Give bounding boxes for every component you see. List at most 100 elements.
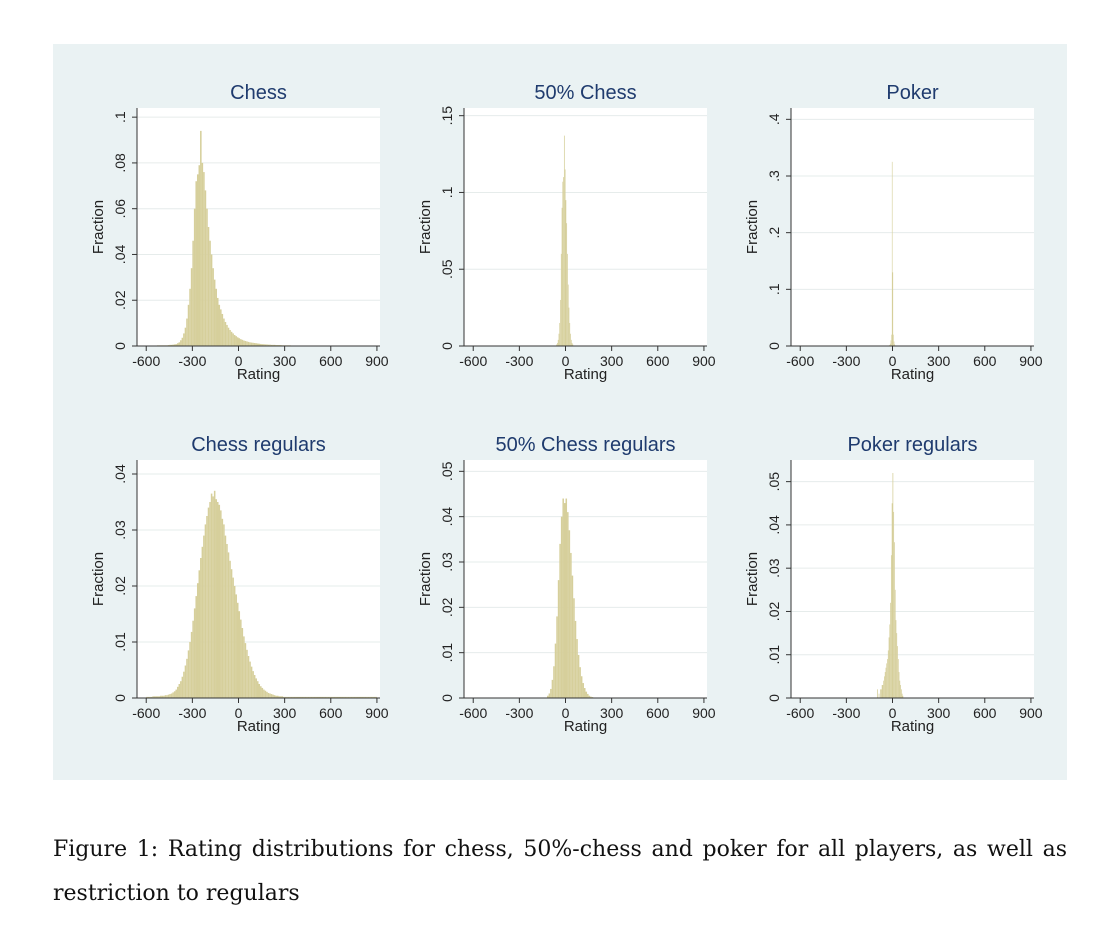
y-tick-label: .1	[766, 283, 782, 295]
x-tick-label: 300	[273, 353, 297, 369]
x-tick-label: -300	[178, 705, 206, 721]
histogram-bar	[223, 318, 225, 346]
histogram-bar	[190, 268, 193, 346]
y-tick-label: .02	[112, 576, 128, 596]
x-tick-label: 900	[692, 705, 716, 721]
histogram-bar	[892, 272, 894, 346]
histogram-bar	[207, 227, 210, 346]
histogram-bar	[238, 611, 241, 698]
histogram-bar	[275, 695, 277, 698]
x-axis-label: Rating	[237, 366, 280, 383]
histogram-bar	[565, 200, 567, 346]
histogram-bar	[203, 535, 205, 698]
histogram-bar	[232, 333, 234, 346]
histogram-bar	[350, 696, 353, 698]
histogram-bar	[346, 696, 348, 698]
histogram-bar	[296, 696, 299, 698]
histogram-bar	[184, 665, 187, 698]
y-axis-label: Fraction	[744, 552, 761, 606]
histogram-bar	[244, 340, 247, 346]
x-tick-label: 900	[1019, 705, 1043, 721]
histogram-bar	[260, 343, 262, 346]
x-tick-label: 300	[927, 353, 951, 369]
histogram-bar	[343, 696, 345, 698]
histogram-bar	[333, 696, 336, 698]
histogram-bar	[272, 344, 274, 346]
histogram-bar	[548, 693, 551, 698]
histogram-bar	[309, 696, 311, 698]
histogram-bar	[180, 340, 182, 346]
histogram-bar	[880, 689, 882, 698]
histogram-bar	[155, 696, 157, 698]
histogram-bar	[551, 679, 554, 698]
histogram-bar	[250, 666, 253, 698]
histogram-bar	[336, 696, 339, 698]
histogram-bar	[304, 696, 307, 698]
histogram-bar	[353, 696, 356, 698]
histogram-bar	[901, 693, 903, 698]
histogram-bar	[184, 327, 187, 346]
x-tick-label: -300	[832, 353, 860, 369]
histogram-bar	[587, 693, 589, 698]
histogram-bar	[240, 619, 242, 698]
histogram-bar	[173, 691, 176, 698]
histogram-bar	[224, 535, 227, 698]
histogram-bar	[293, 696, 296, 698]
histogram-bar	[290, 696, 293, 698]
histogram-bar	[562, 498, 564, 698]
histogram-bar	[272, 694, 274, 698]
x-tick-label: 600	[973, 705, 997, 721]
histogram-bar	[579, 667, 581, 698]
histogram-bar	[175, 344, 177, 346]
histogram-bar	[210, 254, 213, 346]
histogram-panel: -600 -300 0 300 600 900 0 .05 .1 .15 50% Chess Rati…	[417, 82, 716, 383]
histogram-bar	[192, 620, 194, 698]
y-tick-label: .01	[766, 645, 782, 665]
histogram-bar	[295, 696, 297, 698]
histogram-bar	[563, 503, 566, 698]
histogram-bar	[196, 583, 199, 698]
histogram-bar	[258, 343, 261, 346]
histogram-bar	[585, 691, 588, 698]
y-axis-label: Fraction	[744, 200, 761, 254]
chart-title: 50% Chess	[534, 82, 636, 104]
histogram-bar	[261, 687, 264, 698]
histogram-bar	[284, 696, 287, 698]
histogram-bar	[241, 628, 244, 698]
histogram-bar	[255, 343, 257, 346]
histogram-bar	[269, 693, 271, 698]
histogram-bar	[209, 502, 211, 698]
histogram-bar	[553, 666, 555, 698]
x-tick-label: 300	[600, 705, 624, 721]
histogram-bar	[894, 589, 896, 698]
chart-title: Poker regulars	[847, 434, 977, 456]
y-tick-label: .15	[439, 106, 455, 126]
histogram-bar	[281, 696, 284, 698]
histogram-bar	[187, 304, 190, 346]
histogram-bar	[897, 659, 899, 698]
histogram-bar	[556, 344, 558, 346]
histogram-bar	[573, 598, 575, 698]
y-tick-label: .3	[766, 170, 782, 182]
histogram-bar	[289, 696, 291, 698]
histogram-bar	[218, 504, 221, 698]
x-tick-label: 0	[562, 353, 570, 369]
y-tick-label: .2	[766, 227, 782, 239]
histogram-bar	[557, 580, 560, 698]
x-tick-label: 600	[973, 353, 997, 369]
histogram-bar	[263, 344, 265, 346]
plot-area	[137, 460, 380, 698]
histogram-bar	[156, 696, 159, 698]
histogram-bar	[349, 696, 351, 698]
histogram-bar	[224, 321, 227, 346]
histogram-bar	[877, 689, 878, 698]
histogram-bar	[186, 658, 188, 698]
histogram-bar	[189, 642, 191, 698]
histogram-bar	[178, 684, 181, 698]
plot-area	[791, 108, 1034, 346]
histogram-bar	[884, 672, 886, 698]
histogram-bar	[307, 696, 310, 698]
histogram-bar	[352, 696, 354, 698]
histogram-bar	[327, 696, 330, 698]
histogram-bar	[577, 654, 580, 698]
